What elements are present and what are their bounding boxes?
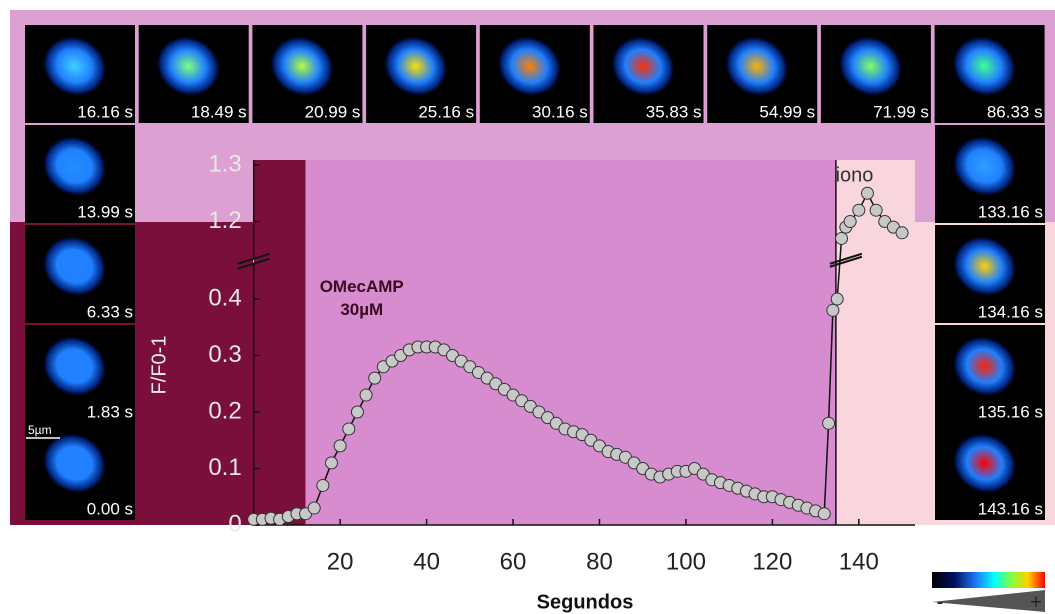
cell (383, 35, 448, 97)
cell (42, 35, 107, 97)
frame-label: 71.99 s (873, 102, 929, 121)
cell (952, 135, 1017, 197)
data-point (843, 215, 857, 228)
frame-label: 16.16 s (77, 102, 133, 121)
x-tick-label: 120 (752, 548, 792, 575)
y-tick-label: 0.4 (208, 284, 241, 311)
frame-label: 25.16 s (418, 102, 474, 121)
x-axis-label: Segundos (537, 591, 634, 613)
data-point (835, 231, 849, 245)
frame-label: 0.00 s (87, 499, 133, 518)
frame-label: 134.16 s (978, 302, 1043, 321)
cell (269, 35, 335, 97)
x-tick-label: 60 (500, 548, 527, 575)
cell (42, 335, 107, 397)
y-tick-label: 0.2 (208, 397, 241, 424)
scale-bar-label: 5µm (28, 423, 52, 437)
cell (838, 35, 903, 97)
cell (156, 35, 221, 97)
y-axis-label: F/F0-1 (148, 336, 170, 395)
data-point (325, 456, 338, 470)
frame-label: 18.49 s (191, 102, 247, 121)
data-point (350, 405, 364, 419)
y-tick-label: 0.1 (208, 454, 241, 481)
data-point (368, 371, 382, 385)
data-point (333, 439, 347, 453)
frame-label: 6.33 s (87, 302, 133, 321)
y-tick-label: 0.3 (208, 341, 241, 368)
cell (42, 135, 107, 197)
frame-label: 13.99 s (77, 202, 133, 221)
frame-label: 135.16 s (978, 402, 1043, 421)
colorbar-wedge (932, 590, 1045, 612)
colorbar-min: - (937, 591, 944, 613)
colorbar-max: + (1030, 591, 1042, 613)
data-point (342, 422, 356, 436)
data-point (359, 388, 373, 402)
frame-label: 1.83 s (87, 402, 133, 421)
axis-break (237, 257, 270, 270)
cell (951, 35, 1017, 97)
data-point (822, 416, 836, 430)
cell (724, 35, 789, 97)
annotation: iono (836, 165, 874, 187)
cell (42, 432, 107, 494)
data-point (869, 203, 883, 217)
cell (610, 35, 676, 97)
axis-break (237, 252, 270, 265)
data-point (860, 186, 874, 200)
colorbar (932, 572, 1045, 588)
frame-label: 20.99 s (305, 102, 361, 121)
data-break (829, 255, 863, 268)
shaded-region (253, 160, 306, 525)
x-tick-label: 20 (327, 548, 354, 575)
frame-label: 35.83 s (646, 102, 702, 121)
y-tick-label: 1.3 (208, 150, 241, 177)
shaded-region (305, 160, 836, 525)
data-point (316, 478, 330, 492)
cell (952, 235, 1017, 297)
data-point (307, 501, 321, 515)
x-tick-label: 80 (586, 548, 613, 575)
y-tick-label: 1.2 (208, 207, 241, 234)
cell (497, 35, 562, 97)
cell (42, 235, 107, 297)
cell (952, 335, 1017, 397)
data-point (817, 507, 831, 521)
frame-label: 133.16 s (978, 202, 1043, 221)
annotation: OMecAMP (320, 277, 404, 296)
data-point (826, 303, 840, 317)
data-point (830, 292, 844, 306)
frame-label: 30.16 s (532, 102, 588, 121)
frame-label: 143.16 s (978, 499, 1043, 518)
frame-label: 54.99 s (759, 102, 815, 121)
x-tick-label: 140 (839, 548, 879, 575)
cell (952, 432, 1017, 494)
x-tick-label: 40 (413, 548, 440, 575)
data-point (852, 203, 866, 217)
annotation: 30µM (340, 300, 383, 319)
data-point (895, 226, 909, 240)
frame-label: 86.33 s (987, 102, 1043, 121)
y-tick-label: 0 (228, 510, 241, 537)
data-break (829, 252, 863, 265)
x-tick-label: 100 (666, 548, 706, 575)
